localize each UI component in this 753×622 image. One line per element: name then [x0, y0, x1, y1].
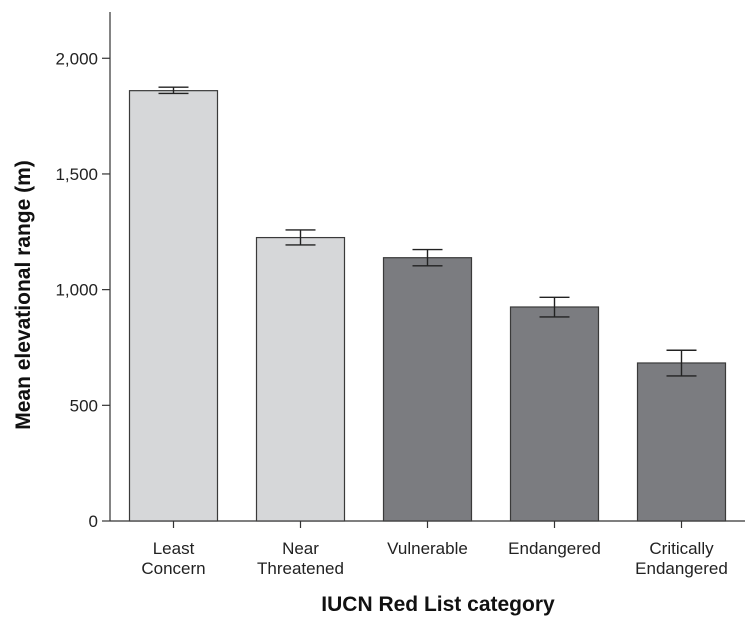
bar [509, 306, 600, 522]
y-tick-label: 1,000 [55, 281, 98, 300]
x-category-label: Vulnerable [387, 539, 468, 558]
bar [255, 236, 346, 522]
x-category-label: Critically Endangered [635, 539, 728, 578]
y-ticks: 0 500 1,000 1,500 2,000 [55, 49, 110, 531]
bar [382, 257, 473, 522]
x-category-label: Least Concern [141, 539, 205, 578]
x-axis-title: IUCN Red List category [321, 593, 555, 616]
x-category-label: Near Threatened [257, 539, 344, 578]
error-bars [158, 86, 697, 377]
y-axis-title: Mean elevational range (m) [12, 160, 35, 430]
y-tick-label: 0 [89, 512, 98, 531]
y-tick-label: 500 [70, 396, 98, 415]
bar [636, 362, 727, 522]
bar [128, 90, 219, 522]
bars [128, 90, 727, 522]
x-categories: Least Concern Near Threatened Vulnerable Enda… [141, 521, 728, 578]
x-category-label: Endangered [508, 539, 601, 558]
y-tick-label: 2,000 [55, 49, 98, 68]
y-tick-label: 1,500 [55, 165, 98, 184]
